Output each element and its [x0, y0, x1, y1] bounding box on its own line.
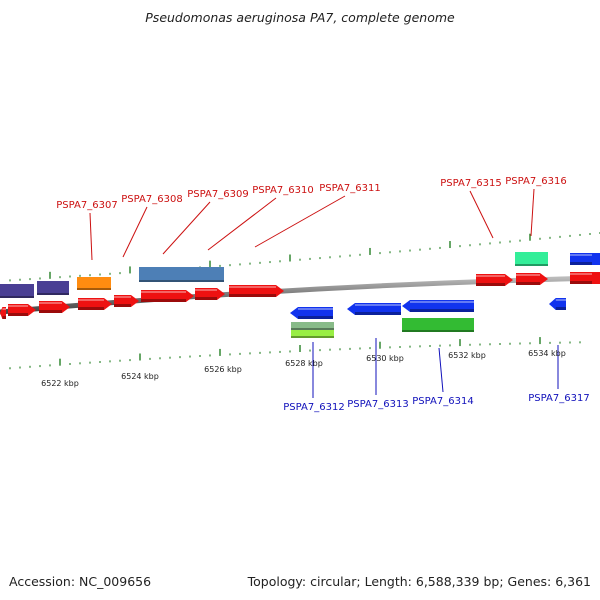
feature-bar-green-shade — [402, 330, 474, 332]
gene-feature-blue-highlight — [555, 299, 566, 301]
gene-feature-red-shade — [114, 304, 131, 307]
tick-label: 6522 kbp — [41, 379, 79, 388]
gene-feature-red-highlight — [78, 299, 104, 301]
gene-feature-red-shade — [516, 282, 540, 285]
gene-feature-red-shade — [570, 281, 592, 284]
gene-feature-blue-highlight — [570, 254, 592, 256]
feature-bar-sage — [291, 322, 334, 330]
tick-label: 6526 kbp — [204, 365, 242, 374]
feature-bar-steelblue-shade — [139, 280, 224, 282]
feature-bar-purple — [0, 284, 34, 298]
feature-bar-steelblue — [139, 267, 224, 282]
gene-feature-red-highlight — [8, 305, 28, 307]
gene-feature-blue-highlight — [298, 308, 333, 310]
map-title: Pseudomonas aeruginosa PA7, complete gen… — [145, 10, 455, 25]
genome-summary-text: Topology: circular; Length: 6,588,339 bp… — [247, 574, 591, 589]
gene-feature-red-shade — [8, 313, 28, 316]
gene-feature-red-shade — [195, 297, 217, 300]
gene-feature-red-shade — [2, 316, 6, 319]
leader-line-top — [469, 190, 494, 239]
gene-label-pspa7-6309[interactable]: PSPA7_6309 — [187, 189, 248, 200]
accession-text: Accession: NC_009656 — [9, 574, 152, 589]
feature-bar-sage-shade — [291, 328, 334, 330]
gene-feature-blue-shade — [355, 312, 401, 315]
gene-label-pspa7-6307[interactable]: PSPA7_6307 — [56, 200, 117, 211]
feature-bar-orange-shade — [77, 288, 111, 290]
gene-feature-blue-shade — [570, 262, 592, 265]
gene-label-pspa7-6311[interactable]: PSPA7_6311 — [319, 183, 380, 194]
gene-feature-red-shade — [229, 294, 276, 297]
feature-bar-green — [402, 318, 474, 332]
gene-feature-blue-shade — [555, 307, 566, 310]
leader-line-bottom — [438, 347, 444, 393]
gene-feature-blue-shade — [410, 309, 474, 312]
gene-feature-red-highlight — [39, 302, 62, 304]
gene-label-pspa7-6317[interactable]: PSPA7_6317 — [528, 393, 589, 404]
gene-feature-red-highlight — [229, 286, 276, 288]
gene-feature-red-highlight — [570, 273, 592, 275]
feature-bar-orange — [77, 277, 111, 290]
leader-line-top — [162, 201, 211, 255]
leader-line-top — [207, 197, 277, 251]
gene-label-pspa7-6308[interactable]: PSPA7_6308 — [121, 194, 182, 205]
feature-bar-lightgreen-shade — [291, 336, 334, 338]
leader-line-top — [254, 195, 346, 248]
gene-feature-red-highlight — [195, 289, 217, 291]
tick-label: 6530 kbp — [366, 354, 404, 363]
tick-label: 6528 kbp — [285, 359, 323, 368]
feature-bar-lightgreen — [291, 330, 334, 338]
gene-features — [0, 253, 600, 319]
feature-bar-purple-shade — [37, 293, 69, 295]
gene-feature-red-highlight — [141, 291, 186, 293]
gene-feature-red-highlight — [516, 274, 540, 276]
feature-bar-purple-shade — [0, 296, 34, 298]
leader-line-top — [89, 212, 93, 261]
gene-feature-red-shade — [39, 310, 62, 313]
tick-marks — [9, 232, 600, 370]
gene-feature-blue-highlight — [355, 304, 401, 306]
gene-label-pspa7-6314[interactable]: PSPA7_6314 — [412, 396, 473, 407]
gene-label-pspa7-6315[interactable]: PSPA7_6315 — [440, 178, 501, 189]
gene-label-pspa7-6310[interactable]: PSPA7_6310 — [252, 185, 313, 196]
gene-label-pspa7-6316[interactable]: PSPA7_6316 — [505, 176, 566, 187]
gene-feature-red-highlight — [2, 308, 6, 310]
tick-label: 6534 kbp — [528, 349, 566, 358]
gene-feature-blue-highlight — [410, 301, 474, 303]
leader-line-top — [530, 188, 535, 237]
tick-label: 6524 kbp — [121, 372, 159, 381]
gene-feature-blue-shade — [298, 316, 333, 319]
feature-bar-purple — [37, 281, 69, 295]
feature-bars — [0, 252, 548, 338]
label-leaders — [89, 188, 559, 398]
gene-feature-red-shade — [78, 307, 104, 310]
gene-feature-red-shade — [141, 299, 186, 302]
gene-label-pspa7-6313[interactable]: PSPA7_6313 — [347, 399, 408, 410]
gene-feature-red-shade — [476, 283, 505, 286]
gene-label-pspa7-6312[interactable]: PSPA7_6312 — [283, 402, 344, 413]
gene-feature-red-highlight — [114, 296, 131, 298]
feature-bar-teal-shade — [515, 264, 548, 266]
gene-feature-red-highlight — [476, 275, 505, 277]
feature-bar-teal — [515, 252, 548, 266]
tick-label: 6532 kbp — [448, 351, 486, 360]
leader-line-top — [122, 206, 148, 258]
